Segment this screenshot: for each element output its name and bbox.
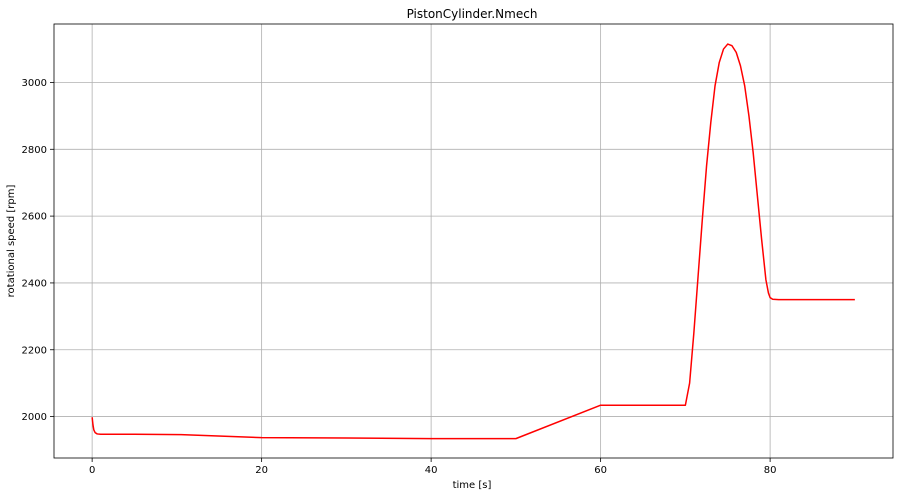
- axis-ticks: 0 20 40 60 80 2000 2200 2400 2600 2800 3000: [22, 78, 777, 476]
- y-tick-label: 2000: [22, 412, 47, 423]
- y-tick-label: 2600: [22, 212, 47, 223]
- x-tick-label: 20: [255, 465, 268, 476]
- y-tick-label: 2400: [22, 278, 47, 289]
- y-tick-label: 2200: [22, 345, 47, 356]
- data-series: [91, 43, 855, 440]
- y-axis-label: rotational speed [rpm]: [6, 185, 17, 298]
- y-tick-label: 3000: [22, 78, 47, 89]
- x-axis-label: time [s]: [453, 480, 492, 491]
- x-tick-label: 0: [89, 465, 95, 476]
- series-line: [91, 43, 855, 440]
- chart-title: PistonCylinder.Nmech: [407, 7, 538, 21]
- x-tick-label: 80: [764, 465, 777, 476]
- y-tick-label: 2800: [22, 145, 47, 156]
- x-tick-label: 60: [594, 465, 607, 476]
- plot-frame: [53, 23, 894, 459]
- x-tick-label: 40: [425, 465, 438, 476]
